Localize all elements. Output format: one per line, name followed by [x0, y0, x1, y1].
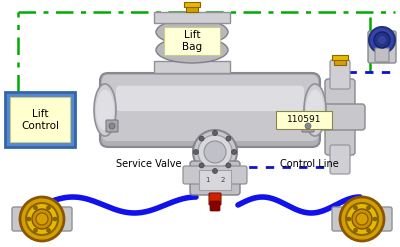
- FancyBboxPatch shape: [190, 161, 240, 195]
- Circle shape: [232, 149, 236, 155]
- Circle shape: [369, 27, 395, 53]
- FancyBboxPatch shape: [102, 75, 318, 141]
- Circle shape: [46, 228, 50, 232]
- Circle shape: [356, 213, 368, 225]
- Circle shape: [366, 206, 370, 210]
- FancyBboxPatch shape: [276, 111, 332, 129]
- Circle shape: [212, 130, 218, 136]
- Circle shape: [53, 217, 57, 221]
- FancyBboxPatch shape: [106, 120, 118, 132]
- Text: Service Valve: Service Valve: [116, 159, 182, 169]
- FancyBboxPatch shape: [12, 207, 72, 231]
- FancyBboxPatch shape: [332, 55, 348, 60]
- Circle shape: [305, 123, 311, 129]
- FancyBboxPatch shape: [154, 61, 230, 73]
- Ellipse shape: [156, 37, 228, 63]
- FancyBboxPatch shape: [154, 12, 230, 23]
- Circle shape: [193, 130, 237, 174]
- FancyBboxPatch shape: [325, 79, 355, 155]
- Circle shape: [46, 206, 50, 210]
- Circle shape: [346, 203, 378, 235]
- Text: 110591: 110591: [287, 116, 321, 124]
- Ellipse shape: [156, 19, 228, 45]
- Circle shape: [32, 209, 52, 229]
- Text: 1: 1: [205, 177, 209, 183]
- Circle shape: [36, 213, 48, 225]
- Text: 2: 2: [221, 177, 225, 183]
- Text: Lift
Bag: Lift Bag: [182, 30, 202, 52]
- FancyBboxPatch shape: [332, 207, 392, 231]
- FancyBboxPatch shape: [210, 201, 220, 211]
- Circle shape: [199, 163, 204, 168]
- Circle shape: [34, 206, 38, 210]
- Circle shape: [354, 206, 358, 210]
- Circle shape: [34, 228, 38, 232]
- Circle shape: [20, 197, 64, 241]
- Ellipse shape: [94, 84, 116, 136]
- FancyBboxPatch shape: [368, 31, 396, 63]
- FancyBboxPatch shape: [330, 60, 350, 89]
- FancyBboxPatch shape: [209, 193, 221, 205]
- Ellipse shape: [193, 137, 237, 157]
- Circle shape: [378, 36, 386, 44]
- FancyBboxPatch shape: [375, 48, 389, 62]
- FancyBboxPatch shape: [330, 145, 350, 174]
- Text: Lift
Control: Lift Control: [21, 109, 59, 131]
- Circle shape: [373, 217, 377, 221]
- Circle shape: [226, 136, 231, 141]
- FancyBboxPatch shape: [116, 86, 304, 111]
- Ellipse shape: [306, 90, 324, 130]
- FancyBboxPatch shape: [184, 2, 200, 7]
- Circle shape: [109, 123, 115, 129]
- FancyBboxPatch shape: [334, 57, 346, 65]
- Circle shape: [27, 217, 31, 221]
- FancyBboxPatch shape: [210, 130, 220, 142]
- Circle shape: [354, 228, 358, 232]
- FancyBboxPatch shape: [183, 166, 247, 184]
- FancyBboxPatch shape: [199, 170, 231, 190]
- Circle shape: [26, 203, 58, 235]
- Circle shape: [347, 217, 351, 221]
- Circle shape: [374, 32, 390, 48]
- Circle shape: [340, 197, 384, 241]
- Circle shape: [366, 228, 370, 232]
- FancyBboxPatch shape: [302, 120, 314, 132]
- FancyBboxPatch shape: [100, 73, 320, 147]
- FancyBboxPatch shape: [5, 92, 75, 147]
- FancyBboxPatch shape: [186, 4, 198, 12]
- Circle shape: [204, 141, 226, 163]
- Circle shape: [198, 135, 232, 169]
- FancyBboxPatch shape: [315, 104, 365, 130]
- Circle shape: [194, 149, 198, 155]
- Circle shape: [212, 168, 218, 173]
- Ellipse shape: [96, 90, 114, 130]
- Circle shape: [226, 163, 231, 168]
- Circle shape: [199, 136, 204, 141]
- Circle shape: [352, 209, 372, 229]
- Text: Control Line: Control Line: [280, 159, 339, 169]
- FancyBboxPatch shape: [164, 27, 220, 55]
- Ellipse shape: [304, 84, 326, 136]
- FancyBboxPatch shape: [10, 97, 70, 142]
